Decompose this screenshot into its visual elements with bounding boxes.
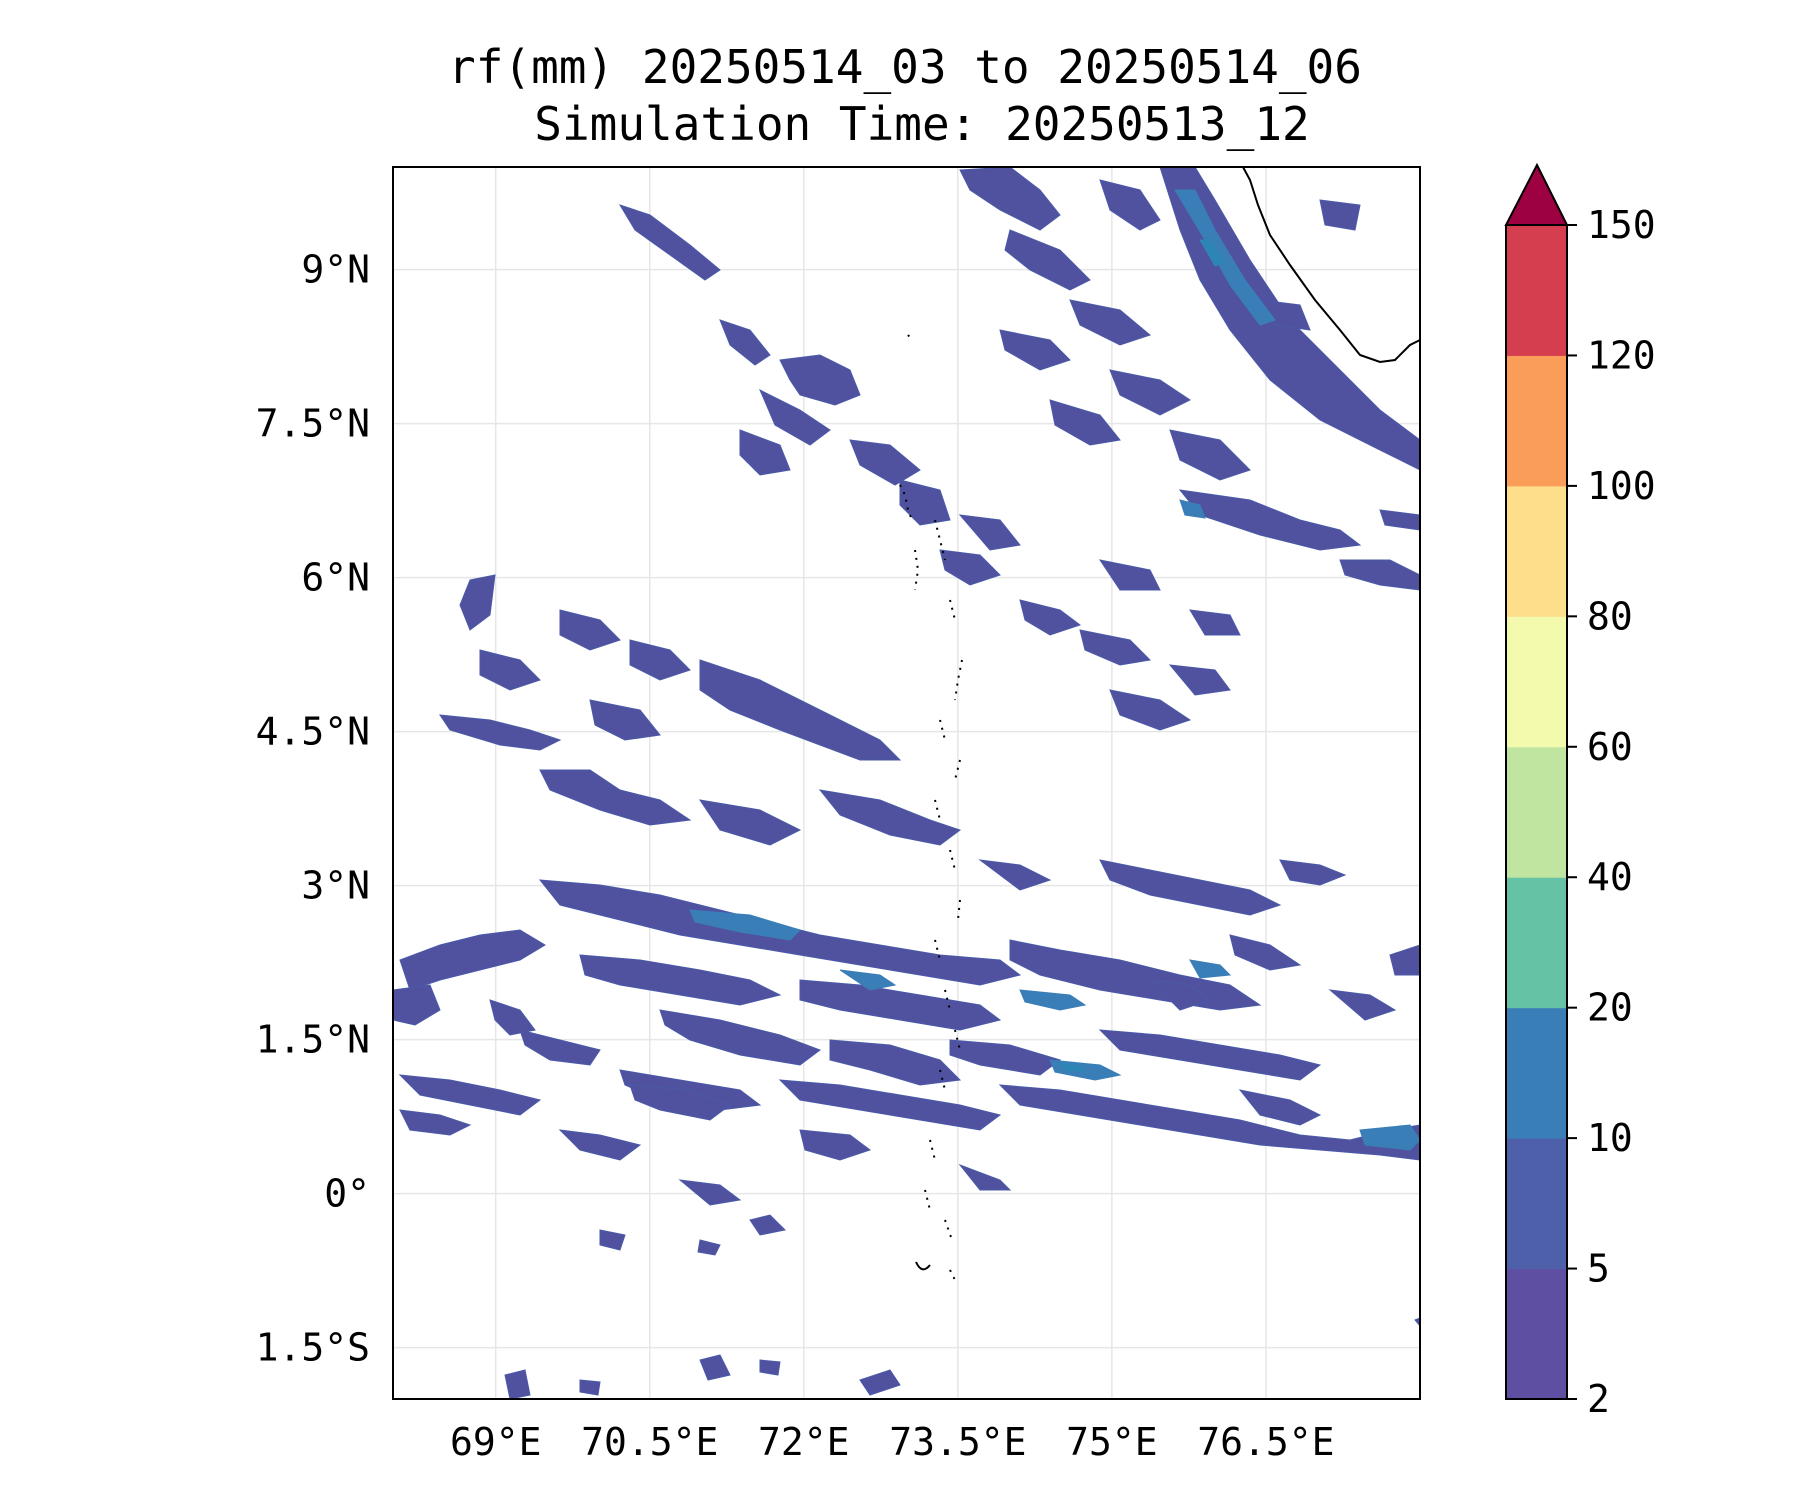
longitude-tick-labels: 69°E 70.5°E 72°E 73.5°E 75°E 76.5°E (450, 1420, 1335, 1464)
lat-tick-label: 0° (324, 1172, 370, 1216)
lat-tick-label: 4.5°N (256, 710, 370, 754)
map-title: rf(mm) 20250514_03 to 20250514_06 (448, 40, 1362, 94)
colorbar-tick-label: 2 (1587, 1377, 1610, 1421)
colorbar-tick-label: 40 (1587, 855, 1633, 899)
lon-tick-label: 76.5°E (1197, 1420, 1334, 1464)
lat-tick-label: 3°N (301, 864, 370, 908)
colorbar-box (1506, 225, 1567, 356)
colorbar-tick-label: 100 (1587, 464, 1656, 508)
lon-tick-label: 70.5°E (581, 1420, 718, 1464)
lon-tick-label: 72°E (758, 1420, 850, 1464)
india-coast (1242, 167, 1420, 364)
colorbar-tick-label: 120 (1587, 333, 1656, 377)
rainfall-20mm-cells (1058, 239, 1226, 1073)
rainfall-10-20mm (689, 189, 1420, 1151)
colorbar-tick-label: 5 (1587, 1247, 1610, 1291)
map-panel: 9°N 7.5°N 6°N 4.5°N 3°N 1.5°N 0° 1.5°S 69°E 70.5… (256, 166, 1421, 1464)
colorbar-box (1506, 355, 1567, 487)
colorbar-box (1506, 1138, 1567, 1270)
colorbar-frame (1505, 224, 1568, 1400)
lon-tick-label: 73.5°E (889, 1420, 1026, 1464)
lat-tick-label: 7.5°N (256, 402, 370, 446)
lat-tick-label: 1.5°S (256, 1326, 370, 1370)
colorbar-tick-label: 10 (1587, 1116, 1633, 1160)
lat-tick-label: 1.5°N (256, 1018, 370, 1062)
gridlines (393, 167, 1420, 1399)
colorbar-tick-label: 80 (1587, 594, 1633, 638)
colorbar-box (1506, 616, 1567, 748)
map-subtitle: Simulation Time: 20250513_12 (534, 97, 1309, 151)
colorbar: 2 5 10 20 40 60 80 100 120 150 (1504, 162, 1656, 1421)
colorbar-extend-arrow (1504, 162, 1569, 226)
lon-tick-label: 75°E (1066, 1420, 1158, 1464)
lat-tick-label: 9°N (301, 248, 370, 292)
colorbar-box (1506, 877, 1567, 1009)
colorbar-tick-label: 60 (1587, 725, 1633, 769)
rainfall-2-5mm (393, 167, 1420, 1399)
lat-tick-label: 6°N (301, 556, 370, 600)
coastline (899, 167, 1420, 1281)
map-frame (392, 166, 1421, 1400)
colorbar-tick-label: 20 (1587, 986, 1633, 1030)
rainfall-contours (393, 167, 1420, 1399)
colorbar-box (1506, 1007, 1567, 1139)
colorbar-box (1506, 1268, 1567, 1400)
colorbar-boxes (1506, 225, 1567, 1400)
colorbar-tick-labels: 2 5 10 20 40 60 80 100 120 150 (1567, 203, 1656, 1421)
colorbar-tick-label: 150 (1587, 203, 1656, 247)
lon-tick-label: 69°E (450, 1420, 542, 1464)
latitude-tick-labels: 9°N 7.5°N 6°N 4.5°N 3°N 1.5°N 0° 1.5°S (256, 248, 370, 1370)
addu-atoll (915, 1261, 931, 1271)
colorbar-box (1506, 746, 1567, 878)
colorbar-box (1506, 485, 1567, 617)
